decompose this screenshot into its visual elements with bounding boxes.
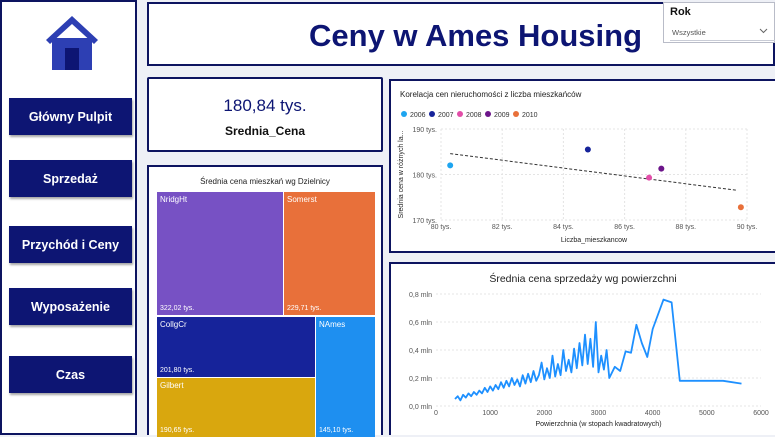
scatter-point-2008	[646, 174, 653, 181]
scatter-y-tick: 170 tys.	[412, 218, 437, 225]
nav-button-sprzedaz[interactable]: Sprzedaż	[9, 160, 132, 197]
line-series-price	[454, 298, 742, 402]
legend-marker-2006	[401, 111, 407, 117]
tile-name: Gilbert	[160, 381, 184, 390]
scatter-point-2006	[447, 162, 454, 169]
legend-marker-2009	[485, 111, 491, 117]
tile-value: 190,65 tys.	[160, 427, 195, 434]
kpi-value: 180,84 tys.	[223, 96, 307, 115]
line-y-tick: 0,0 mln	[409, 404, 432, 411]
treemap-panel: Średnia cena mieszkań wg Dzielnicy Nridg…	[147, 165, 383, 437]
page-title: Ceny w Ames Housing	[309, 18, 643, 53]
scatter-point-2010	[737, 204, 744, 211]
line-y-tick: 0,4 mln	[409, 348, 432, 355]
scatter-y-tick: 180 tys.	[412, 173, 437, 180]
line-x-tick: 3000	[591, 410, 607, 417]
tile-name: NridgHt	[160, 195, 188, 204]
slicer-title: Rok	[670, 6, 691, 18]
scatter-trend-line	[450, 153, 738, 191]
scatter-title: Korelacja cen nieruchomości z liczba mie…	[400, 90, 582, 99]
scatter-point-2007	[584, 146, 591, 153]
chevron-down-icon[interactable]	[759, 27, 768, 35]
line-y-tick: 0,8 mln	[409, 292, 432, 299]
legend-label-2007: 2007	[438, 112, 454, 119]
scatter-y-axis-label: Srednia cena w różnych la...	[398, 130, 405, 218]
line-x-tick: 5000	[699, 410, 715, 417]
line-chart[interactable]: 0,0 mln 0,2 mln 0,4 mln 0,6 mln 0,8 mln 0 1000…	[391, 264, 775, 435]
scatter-point-2009	[658, 165, 665, 172]
scatter-y-tick: 190 tys.	[412, 127, 437, 134]
treemap-tile-names[interactable]: NAmes 145,10 tys.	[316, 317, 375, 437]
line-x-axis-label: Powierzchnia (w stopach kwadratowych)	[535, 421, 661, 428]
treemap-tile-somerst[interactable]: Somerst 229,71 tys.	[284, 192, 375, 315]
scatter-x-tick: 88 tys.	[675, 224, 696, 231]
tile-value: 229,71 tys.	[287, 305, 322, 312]
year-dropdown-value: Wszystkie	[672, 28, 706, 37]
legend-marker-2010	[513, 111, 519, 117]
line-y-tick: 0,2 mln	[409, 376, 432, 383]
year-slicer[interactable]: Rok Wszystkie	[663, 2, 775, 43]
line-title: Średnia cena sprzedaży wg powierzchni	[489, 273, 677, 285]
scatter-chart[interactable]: 2006 2007 2008 2009 2010 80 tys. 82 tys. 84 tys…	[391, 81, 775, 253]
scatter-x-tick: 90 tys.	[737, 224, 758, 231]
legend-label-2008: 2008	[466, 112, 482, 119]
legend-label-2010: 2010	[522, 112, 538, 119]
tile-name: Somerst	[287, 195, 317, 204]
tile-value: 201,80 tys.	[160, 367, 195, 374]
legend-marker-2007	[429, 111, 435, 117]
nav-button-glowny-pulpit[interactable]: Główny Pulpit	[9, 98, 132, 135]
scatter-x-tick: 86 tys.	[614, 224, 635, 231]
treemap-tile-collgcr[interactable]: CollgCr 201,80 tys.	[157, 317, 315, 377]
tile-name: CollgCr	[160, 320, 187, 329]
treemap-tile-nridght[interactable]: NridgHt 322,02 tys.	[157, 192, 283, 315]
line-panel: Średnia cena sprzedaży wg powierzchni 0,…	[389, 262, 775, 435]
nav-button-przychod-i-ceny[interactable]: Przychód i Ceny	[9, 226, 132, 263]
line-x-tick: 1000	[482, 410, 498, 417]
treemap-tile-gilbert[interactable]: Gilbert 190,65 tys.	[157, 378, 315, 437]
nav-button-czas[interactable]: Czas	[9, 356, 132, 393]
year-dropdown[interactable]: Wszystkie	[670, 25, 775, 41]
line-x-tick: 4000	[645, 410, 661, 417]
home-icon[interactable]	[46, 16, 98, 70]
scatter-x-tick: 80 tys.	[431, 224, 452, 231]
scatter-x-axis-label: Liczba_mieszkancow	[561, 237, 628, 244]
scatter-x-tick: 84 tys.	[553, 224, 574, 231]
scatter-panel: Korelacja cen nieruchomości z liczba mie…	[389, 79, 775, 253]
tile-value: 145,10 tys.	[319, 427, 354, 434]
scatter-x-tick: 82 tys.	[492, 224, 513, 231]
legend-label-2009: 2009	[494, 112, 510, 119]
legend-label-2006: 2006	[410, 112, 426, 119]
legend-marker-2008	[457, 111, 463, 117]
line-x-tick: 0	[434, 410, 438, 417]
line-y-tick: 0,6 mln	[409, 320, 432, 327]
kpi-card: 180,84 tys. Srednia_Cena	[147, 77, 383, 152]
nav-button-wyposazenie[interactable]: Wyposażenie	[9, 288, 132, 325]
tile-name: NAmes	[319, 320, 346, 329]
sidebar: Główny Pulpit Sprzedaż Przychód i Ceny W…	[0, 0, 137, 435]
treemap-title: Średnia cena mieszkań wg Dzielnicy	[200, 177, 330, 186]
line-x-tick: 6000	[753, 410, 769, 417]
kpi-label: Srednia_Cena	[224, 124, 306, 138]
tile-value: 322,02 tys.	[160, 305, 195, 312]
line-x-tick: 2000	[537, 410, 553, 417]
